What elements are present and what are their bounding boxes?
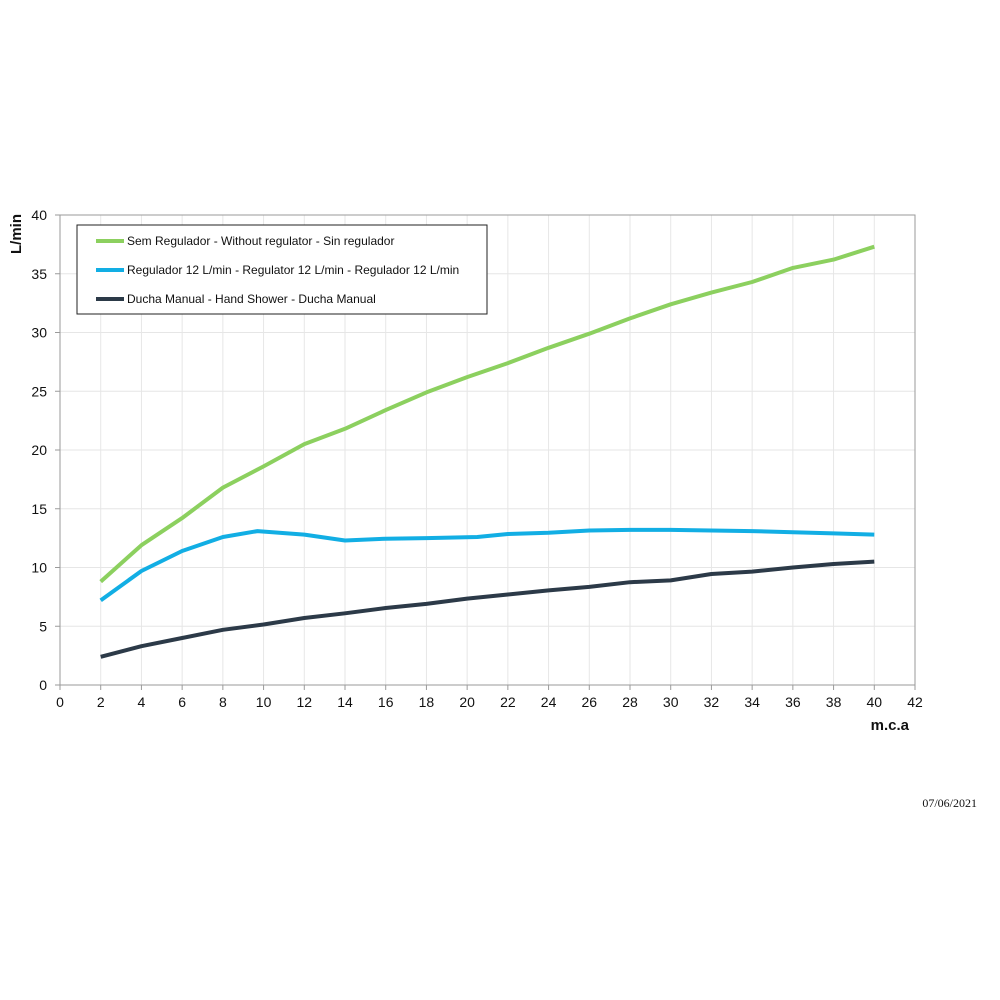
- x-tick-label: 42: [907, 694, 923, 710]
- x-tick-label: 32: [704, 694, 720, 710]
- x-tick-label: 26: [581, 694, 597, 710]
- x-tick-label: 4: [138, 694, 146, 710]
- series-lines: [99, 244, 875, 659]
- y-tick-label: 25: [31, 383, 47, 399]
- y-tick-label: 35: [31, 266, 47, 282]
- y-tick-label: 20: [31, 442, 47, 458]
- series-line-without-regulator: [99, 244, 875, 584]
- x-axis-ticks: 0 2 4 6 8 10 12 14 16 18 20 22 24 26 28 30 32 34 36 38 40 42: [56, 685, 923, 710]
- x-tick-label: 6: [178, 694, 186, 710]
- y-tick-label: 0: [39, 677, 47, 693]
- legend-label-without-regulator: Sem Regulador - Without regulator - Sin …: [127, 234, 394, 248]
- x-tick-label: 16: [378, 694, 394, 710]
- series-line-hand-shower: [100, 559, 875, 659]
- y-tick-label: 10: [31, 560, 47, 576]
- legend-label-regulator-12: Regulador 12 L/min - Regulator 12 L/min …: [127, 263, 459, 277]
- legend: Sem Regulador - Without regulator - Sin …: [76, 224, 488, 315]
- y-tick-label: 40: [31, 207, 47, 223]
- x-tick-label: 20: [459, 694, 475, 710]
- x-tick-label: 0: [56, 694, 64, 710]
- x-tick-label: 24: [541, 694, 557, 710]
- y-tick-label: 30: [31, 325, 47, 341]
- y-axis-title: L/min: [8, 214, 25, 254]
- y-axis-ticks: 0 5 10 15 20 25 30 35 40: [31, 207, 60, 693]
- y-tick-label: 15: [31, 501, 47, 517]
- x-tick-label: 10: [256, 694, 272, 710]
- x-tick-label: 22: [500, 694, 516, 710]
- x-tick-label: 14: [337, 694, 353, 710]
- legend-label-hand-shower: Ducha Manual - Hand Shower - Ducha Manua…: [127, 292, 376, 306]
- x-tick-label: 40: [866, 694, 882, 710]
- x-tick-label: 8: [219, 694, 227, 710]
- y-tick-label: 5: [39, 618, 47, 634]
- x-tick-label: 18: [419, 694, 435, 710]
- x-axis-title: m.c.a: [871, 717, 910, 734]
- x-tick-label: 30: [663, 694, 679, 710]
- x-tick-label: 34: [744, 694, 760, 710]
- legend-box: [76, 224, 488, 315]
- x-tick-label: 28: [622, 694, 638, 710]
- x-tick-label: 12: [296, 694, 312, 710]
- series-line-regulator-12: [99, 527, 875, 603]
- date-stamp: 07/06/2021: [922, 796, 977, 810]
- x-tick-label: 2: [97, 694, 105, 710]
- x-tick-label: 36: [785, 694, 801, 710]
- x-tick-label: 38: [826, 694, 842, 710]
